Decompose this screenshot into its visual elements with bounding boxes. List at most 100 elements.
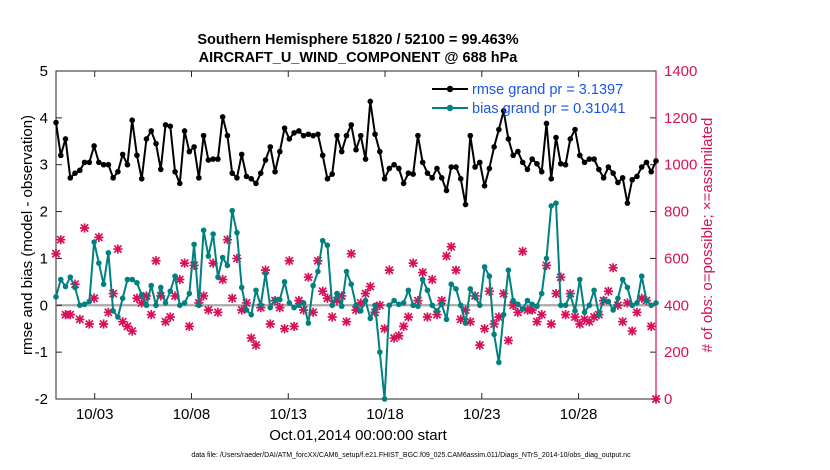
obs-marker (141, 291, 152, 301)
bias-point (53, 294, 59, 300)
obs-marker (360, 288, 371, 299)
rmse-point (577, 152, 583, 159)
rmse-point (219, 114, 226, 120)
obs-point (203, 305, 213, 315)
rmse-point (524, 166, 531, 173)
bias-point (519, 306, 526, 312)
bias-point (481, 264, 488, 270)
rmse-point (596, 166, 602, 173)
obs-marker (227, 293, 237, 303)
bias-point (257, 302, 264, 309)
obs-point (613, 300, 623, 310)
obs-marker (308, 307, 318, 317)
bias-point (200, 227, 207, 234)
obs-marker (241, 298, 252, 308)
obs-marker (332, 296, 342, 306)
rmse-point (148, 128, 155, 134)
obs-point (156, 291, 166, 301)
bias-point (334, 290, 340, 297)
bias-point (567, 292, 574, 298)
obs-marker (279, 324, 290, 334)
x-tick-label: 10/08 (173, 406, 211, 423)
obs-point (322, 293, 333, 303)
bias-point (653, 300, 659, 306)
bias-point (134, 279, 140, 286)
obs-point (218, 274, 228, 285)
bias-point (110, 308, 116, 314)
obs-point (70, 279, 80, 289)
rmse-point (600, 175, 607, 181)
obs-point (351, 305, 361, 315)
obs-marker (51, 249, 61, 259)
rmse-point (629, 176, 635, 183)
rmse-point (324, 175, 331, 182)
obs-marker (156, 291, 166, 301)
bias-point (448, 281, 455, 288)
rmse-point (457, 175, 464, 182)
rmse-point (400, 180, 407, 187)
obs-point (332, 296, 342, 306)
obs-point (170, 291, 180, 301)
bias-point (381, 396, 388, 402)
legend-item: rmse grand pr = 3.1397 (432, 82, 623, 98)
plot-frame (55, 70, 657, 400)
obs-point (184, 321, 194, 331)
legend-label: bias grand pr = 0.31041 (472, 101, 626, 117)
obs-point (232, 253, 242, 264)
rmse-point (500, 108, 507, 114)
bias-point (148, 282, 155, 289)
bias-point (81, 301, 88, 308)
obs-point (513, 307, 523, 317)
y-tick-label-left: 2 (40, 204, 48, 221)
obs-point (508, 300, 518, 310)
bias-point (267, 304, 274, 311)
bias-point (372, 302, 378, 309)
rmse-point (243, 173, 250, 180)
obs-marker (484, 286, 494, 296)
obs-point (60, 310, 71, 320)
bias-point (581, 309, 588, 316)
rmse-point (305, 131, 312, 138)
bias-point (291, 304, 297, 311)
bias-point (229, 207, 235, 214)
rmse-point (234, 175, 240, 181)
obs-marker (451, 265, 461, 275)
obs-marker (346, 249, 356, 259)
bias-point (319, 237, 326, 244)
obs-point (399, 321, 409, 331)
obs-point (518, 246, 528, 256)
rmse-point (519, 159, 526, 166)
legend-swatch-marker (446, 104, 454, 112)
bias-point (572, 308, 578, 314)
rmse-point (286, 136, 293, 142)
bias-point (548, 203, 555, 209)
obs-marker (499, 288, 509, 299)
rmse-point (396, 165, 402, 172)
bias-point (424, 287, 431, 294)
obs-point (289, 321, 299, 331)
rmse-point (572, 126, 578, 133)
obs-point (346, 249, 356, 259)
obs-marker (94, 232, 104, 242)
obs-point (241, 298, 252, 308)
obs-point (160, 317, 171, 327)
obs-marker (289, 321, 299, 331)
x-tick-label: 10/13 (269, 406, 307, 423)
rmse-point (281, 125, 288, 131)
rmse-point (296, 128, 302, 134)
bias-point (562, 302, 569, 309)
bias-point (119, 295, 126, 302)
obs-point (441, 251, 452, 261)
y-tick-label-left: -2 (35, 391, 48, 408)
bias-point (353, 302, 359, 309)
rmse-point (619, 175, 626, 181)
bias-point (391, 297, 397, 304)
bias-point (219, 254, 226, 261)
rmse-point (300, 132, 307, 139)
bias-point (57, 276, 64, 283)
obs-point (208, 258, 218, 268)
bias-point (629, 302, 635, 309)
rmse-point (453, 164, 459, 170)
y-tick-label-right: 1200 (664, 110, 697, 127)
obs-point (213, 307, 223, 317)
